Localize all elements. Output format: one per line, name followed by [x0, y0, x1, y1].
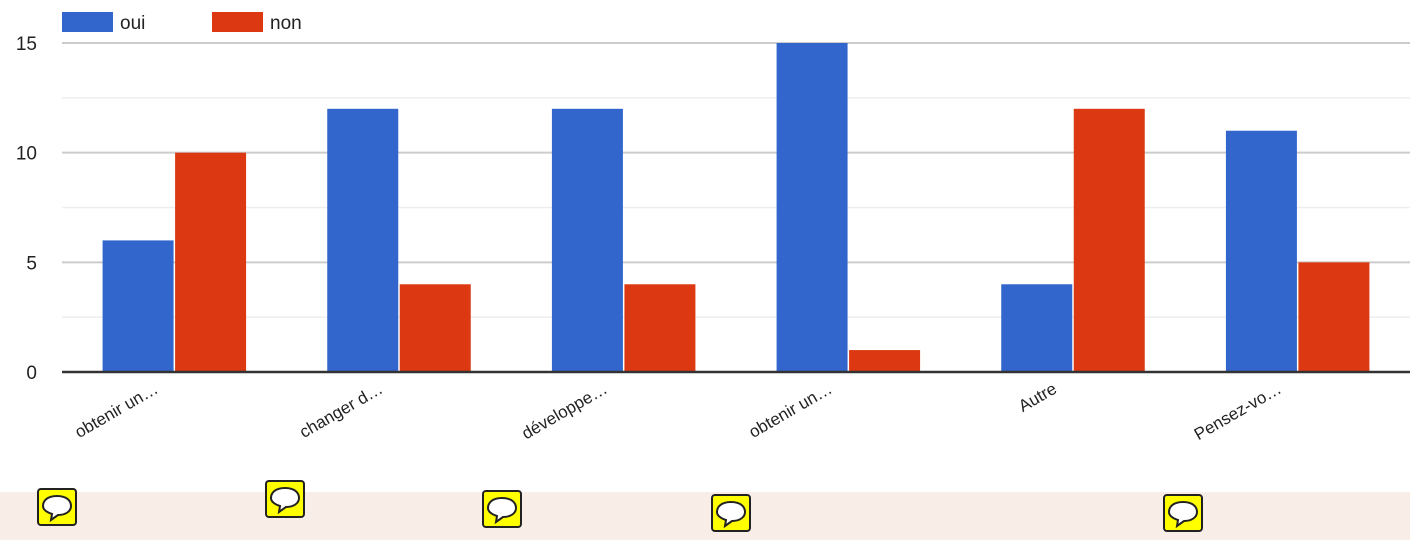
bar-oui: [327, 108, 399, 373]
legend-label-oui: oui: [120, 13, 145, 34]
bar-oui: [1001, 284, 1073, 372]
legend-swatch-non: [212, 12, 263, 32]
x-tick-label: obtenir un…: [746, 379, 836, 442]
bar-oui: [776, 43, 848, 372]
comment-icon[interactable]: [1163, 494, 1203, 532]
comment-icon[interactable]: [711, 494, 751, 532]
bar-non: [624, 284, 696, 372]
x-tick-label: Autre: [1015, 379, 1060, 416]
x-tick-label: changer d…: [296, 379, 386, 442]
bar-non: [1298, 262, 1370, 372]
bar-non: [399, 284, 471, 372]
comment-icon[interactable]: [482, 490, 522, 528]
y-tick-label: 15: [16, 34, 37, 55]
bar-oui: [102, 240, 174, 372]
x-tick-label: développe…: [518, 379, 610, 443]
comment-icon[interactable]: [265, 480, 305, 518]
y-tick-label: 0: [26, 363, 37, 384]
bar-oui: [1225, 130, 1297, 372]
y-tick-label: 5: [26, 253, 37, 274]
bar-non: [849, 350, 921, 372]
legend-swatch-oui: [62, 12, 113, 32]
x-tick-label: obtenir un…: [72, 379, 162, 442]
bar-chart: 0 5 10 15 obtenir un… changer d… développe… obt…: [16, 12, 1410, 444]
bar-non: [1073, 108, 1145, 373]
bar-oui: [551, 108, 623, 373]
y-tick-label: 10: [16, 144, 37, 165]
comment-icon[interactable]: [37, 488, 77, 526]
x-tick-label: Pensez-vo…: [1191, 379, 1285, 444]
bar-non: [175, 152, 247, 372]
legend-label-non: non: [270, 13, 302, 34]
